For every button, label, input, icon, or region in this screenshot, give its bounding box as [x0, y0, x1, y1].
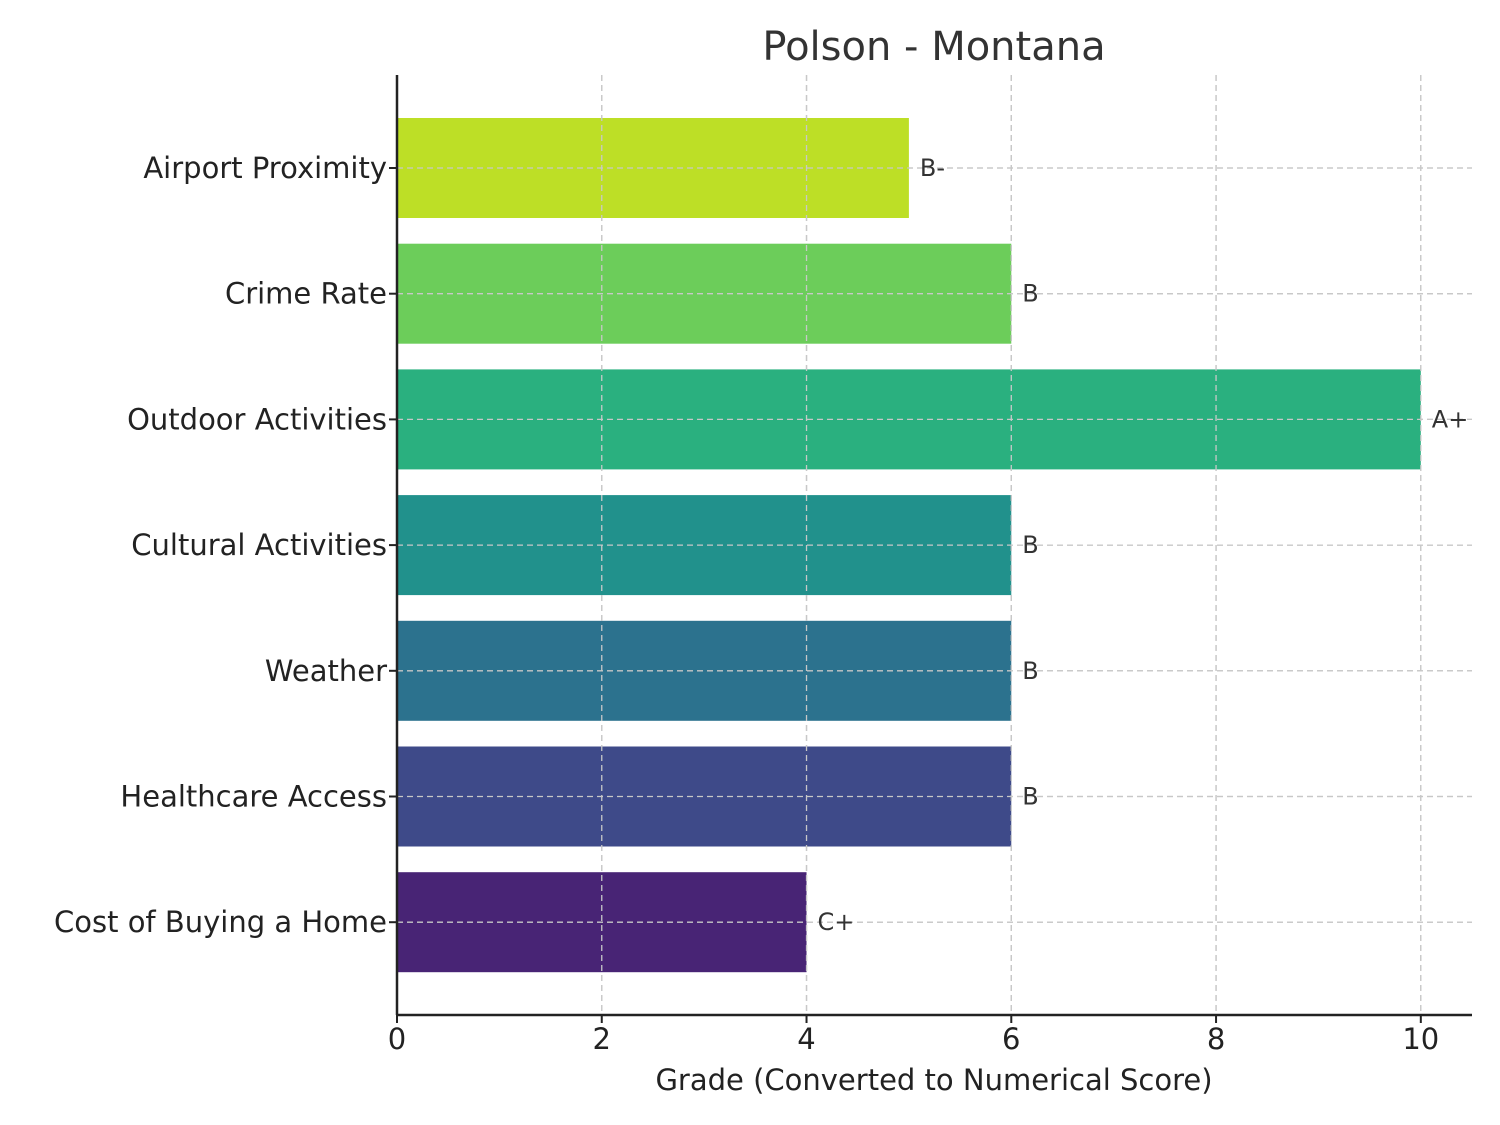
- category-label-healthcare-access: Healthcare Access: [120, 780, 387, 814]
- category-label-cultural-activities: Cultural Activities: [131, 528, 387, 562]
- category-label-airport-proximity: Airport Proximity: [143, 151, 387, 185]
- category-label-outdoor-activities: Outdoor Activities: [127, 402, 387, 436]
- chart-title: Polson - Montana: [762, 24, 1105, 70]
- x-tick-label-2: 4: [797, 1022, 815, 1056]
- category-label-cost-of-buying-a-home: Cost of Buying a Home: [54, 905, 387, 939]
- data-label-healthcare-access: B: [1022, 783, 1038, 811]
- data-label-cost-of-buying-a-home: C+: [818, 908, 855, 936]
- category-label-crime-rate: Crime Rate: [225, 277, 387, 311]
- x-tick-label-4: 8: [1207, 1022, 1225, 1056]
- x-tick-label-5: 10: [1402, 1022, 1439, 1056]
- x-tick-label-1: 2: [593, 1022, 611, 1056]
- data-label-crime-rate: B: [1022, 280, 1038, 308]
- data-label-cultural-activities: B: [1022, 531, 1038, 559]
- data-label-weather: B: [1022, 657, 1038, 685]
- category-label-weather: Weather: [265, 654, 387, 688]
- axes: [389, 75, 1472, 1023]
- bars: [397, 75, 1472, 1015]
- x-tick-label-0: 0: [388, 1022, 406, 1056]
- x-tick-label-3: 6: [1002, 1022, 1020, 1056]
- x-axis-label: Grade (Converted to Numerical Score): [655, 1063, 1212, 1097]
- data-label-airport-proximity: B-: [920, 154, 945, 182]
- labels: 0 2 4 6 8 10 Airport Proximity B- Crime Rate B Out…: [54, 151, 1468, 1056]
- data-label-outdoor-activities: A+: [1432, 405, 1469, 433]
